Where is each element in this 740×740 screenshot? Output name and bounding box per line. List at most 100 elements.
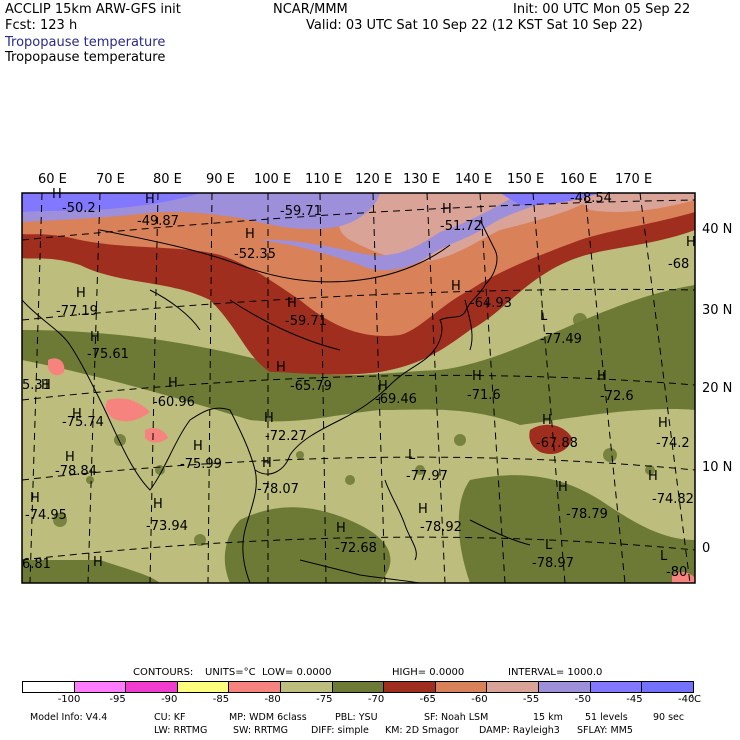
center-value-label: -69.46	[375, 392, 417, 407]
contours-high: HIGH= 0.0000	[392, 667, 465, 678]
graticule	[22, 193, 695, 583]
lat-label: 40 N	[702, 222, 733, 237]
colorbar-tick-label: -50	[574, 694, 591, 705]
high-marker: H	[648, 469, 658, 484]
lon-label: 60 E	[38, 172, 67, 187]
lat-label: 10 N	[702, 460, 733, 475]
center-value-label: -77.19	[56, 304, 98, 319]
high-marker: H	[658, 416, 668, 431]
center-value-label: -59.71	[285, 314, 327, 329]
center-value-label: -78.84	[55, 464, 97, 479]
center-value-label: -60.96	[153, 395, 195, 410]
high-marker: H	[287, 296, 297, 311]
temperature-fill	[22, 193, 695, 583]
lat-label: 30 N	[702, 303, 733, 318]
colorbar-swatch	[435, 682, 488, 692]
low-marker: L	[408, 448, 416, 463]
field-title-1: Tropopause temperature	[5, 35, 166, 50]
colorbar	[22, 681, 694, 693]
lon-label: 110 E	[305, 172, 343, 187]
lon-label: 100 E	[254, 172, 292, 187]
center-value-label: 5.31	[22, 378, 51, 393]
lon-label: 80 E	[153, 172, 182, 187]
center-label: NCAR/MMM	[273, 2, 348, 17]
colorbar-tick-label: -65	[419, 694, 436, 705]
high-marker: H	[76, 286, 86, 301]
low-marker: L	[545, 538, 553, 553]
colorbar-swatch	[642, 682, 693, 692]
high-marker: H	[65, 450, 75, 465]
center-value-label: -52.35	[234, 247, 276, 262]
high-marker: H	[472, 369, 482, 384]
lat-label: 20 N	[702, 381, 733, 396]
center-value-label: -74.82	[652, 492, 694, 507]
valid-time: Valid: 03 UTC Sat 10 Sep 22 (12 KST Sat …	[306, 18, 643, 33]
low-marker: L	[540, 309, 548, 324]
center-value-label: -75.74	[62, 415, 104, 430]
center-value-label: -71.6	[467, 388, 501, 403]
model-info-item: SF: Noah LSM	[424, 712, 489, 723]
center-value-label: -77.49	[540, 332, 582, 347]
high-marker: H	[451, 279, 461, 294]
model-info-item: 90 sec	[653, 712, 685, 723]
center-value-label: -78.07	[257, 482, 299, 497]
init-time: Init: 00 UTC Mon 05 Sep 22	[513, 2, 691, 17]
model-info-item: KM: 2D Smagor	[385, 725, 459, 736]
center-value-label: -65.79	[290, 379, 332, 394]
center-value-label: -80	[666, 565, 687, 580]
high-marker: H	[153, 497, 163, 512]
high-marker: H	[93, 555, 103, 570]
high-marker: H	[262, 456, 272, 471]
high-marker: H	[41, 378, 51, 393]
center-value-label: -77.97	[406, 469, 448, 484]
contours-low: LOW= 0.0000	[262, 667, 332, 678]
model-info-item: DAMP: Rayleigh3	[479, 725, 560, 736]
contours-units: UNITS=°C	[205, 667, 256, 678]
low-marker: L	[660, 549, 668, 564]
center-value-label: -49.87	[137, 214, 179, 229]
high-marker: H	[30, 491, 40, 506]
center-value-label: -72.68	[335, 541, 377, 556]
lon-label: 170 E	[615, 172, 653, 187]
contours-interval: INTERVAL= 1000.0	[508, 667, 603, 678]
model-info-item: SW: RRTMG	[233, 725, 288, 736]
high-marker: H	[597, 369, 607, 384]
colorbar-swatch	[229, 682, 282, 692]
pressure-labels: H-50.2H-49.87-59.71 H-51.72-48.54H-52.35H…	[22, 187, 696, 580]
center-value-label: -74.95	[25, 508, 67, 523]
model-title: ACCLIP 15km ARW-GFS init	[5, 2, 181, 17]
lon-label: 90 E	[206, 172, 235, 187]
high-marker: H	[193, 439, 203, 454]
colorbar-tick-label: -55	[522, 694, 540, 705]
colorbar-tick-label: -40	[678, 694, 695, 705]
colorbar-swatch	[177, 682, 230, 692]
colorbar-tick-label: -60	[471, 694, 488, 705]
model-info-item: CU: KF	[154, 712, 186, 723]
lon-label: 130 E	[403, 172, 441, 187]
colorbar-swatch	[539, 682, 591, 692]
high-marker: H	[558, 480, 568, 495]
center-value-label: -78.97	[532, 556, 574, 571]
center-value-label: -74.2	[656, 436, 690, 451]
model-info-item: DIFF: simple	[311, 725, 369, 736]
colorbar-swatch	[590, 682, 643, 692]
lon-label: 120 E	[355, 172, 393, 187]
high-marker: H	[418, 502, 428, 517]
center-value-label: -72.27	[265, 429, 307, 444]
colorbar-swatch	[74, 682, 127, 692]
high-marker: H	[264, 411, 274, 426]
colorbar-swatch	[487, 682, 540, 692]
model-info-item: 15 km	[533, 712, 563, 723]
map-frame	[21, 192, 696, 584]
colorbar-tick-label: -75	[316, 694, 333, 705]
center-value-label: -68	[668, 257, 689, 272]
high-marker: H	[442, 202, 452, 217]
colorbar-tick-label: -45	[626, 694, 643, 705]
center-value-label: -75.99	[180, 457, 222, 472]
colorbar-swatch	[384, 682, 436, 692]
model-info-item: MP: WDM 6class	[229, 712, 307, 723]
lon-label: 150 E	[507, 172, 545, 187]
colorbar-swatch	[281, 682, 333, 692]
high-marker: H	[168, 376, 178, 391]
